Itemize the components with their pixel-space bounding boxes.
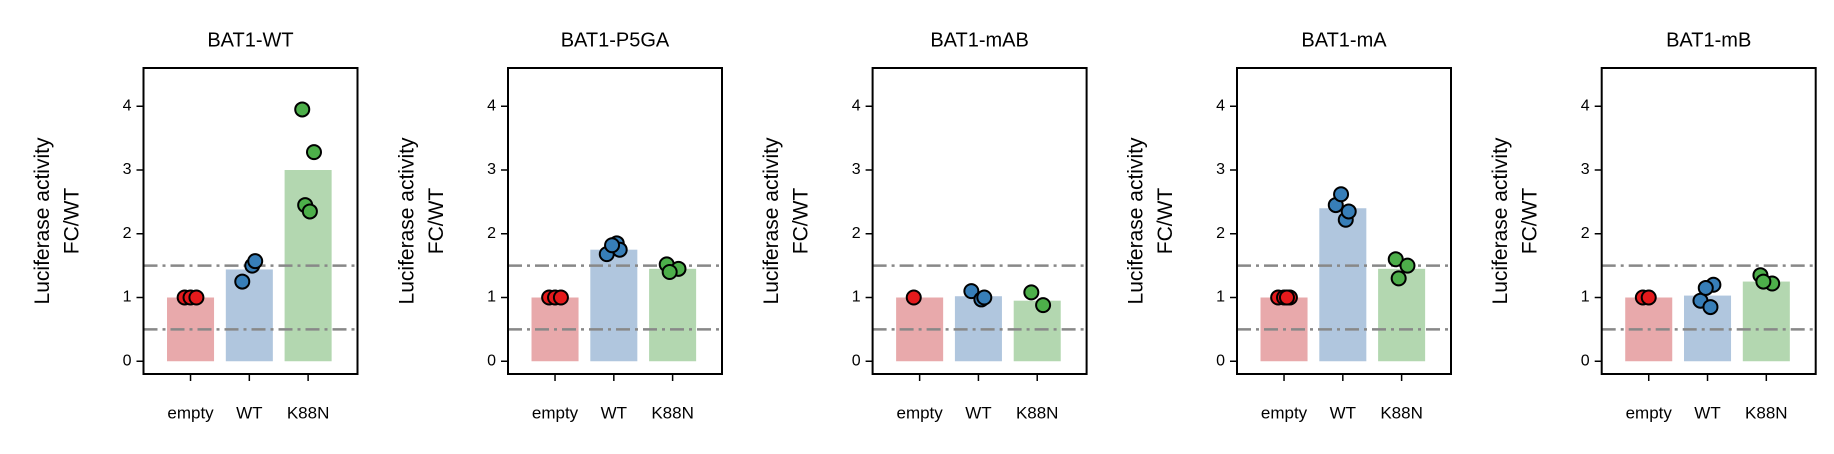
y-tick-label: 4 <box>487 97 496 114</box>
bar <box>1742 281 1790 362</box>
y-tick-label: 1 <box>1216 289 1225 306</box>
y-tick-label: 3 <box>1216 161 1225 178</box>
x-tick-label: empty <box>1626 403 1673 422</box>
x-tick-label: empty <box>1261 403 1308 422</box>
data-point <box>963 283 980 300</box>
y-tick-label: 1 <box>487 289 496 306</box>
y-tick-label: 2 <box>487 225 496 242</box>
y-axis-label: Luciferase activity <box>396 137 419 304</box>
x-tick-label: K88N <box>1745 403 1788 422</box>
data-point <box>1702 299 1719 316</box>
data-point <box>1023 284 1040 301</box>
data-point <box>1390 270 1407 287</box>
y-tick-label: 3 <box>123 161 132 178</box>
data-point <box>1278 289 1295 306</box>
data-point <box>1035 297 1052 314</box>
y-tick-label: 2 <box>1216 225 1225 242</box>
x-tick-label: K88N <box>287 403 330 422</box>
axes-frame <box>142 67 359 375</box>
data-point <box>1333 186 1350 203</box>
y-tick-label: 4 <box>852 97 861 114</box>
axes-frame <box>871 67 1088 375</box>
y-tick-label: 0 <box>123 352 132 369</box>
x-tick-label: empty <box>167 403 214 422</box>
y-tick-label: 1 <box>1581 289 1590 306</box>
panel: BAT1-mA Luciferase activity FC/WT 0 1 2 3 4 empt… <box>1125 29 1452 422</box>
y-tick-label: 4 <box>1216 97 1225 114</box>
panel: BAT1-mB Luciferase activity FC/WT 0 1 2 3 4 empt… <box>1489 29 1817 422</box>
y-axis-label: FC/WT <box>425 188 448 255</box>
data-point <box>301 203 318 220</box>
x-tick-label: empty <box>532 403 579 422</box>
y-axis-label: Luciferase activity <box>1489 137 1512 304</box>
panel-title: BAT1-mAB <box>930 29 1029 51</box>
axes-frame <box>1236 67 1452 375</box>
y-tick-label: 0 <box>487 352 496 369</box>
data-point <box>1340 203 1357 220</box>
x-tick-label: WT <box>1694 403 1720 422</box>
x-tick-label: empty <box>896 403 943 422</box>
x-tick-label: WT <box>1330 403 1356 422</box>
data-point <box>234 273 251 290</box>
x-tick-label: WT <box>236 403 262 422</box>
y-tick-label: 3 <box>1581 161 1590 178</box>
data-point <box>552 289 569 306</box>
panel-title: BAT1-mA <box>1301 29 1387 51</box>
panel-title: BAT1-WT <box>207 29 293 51</box>
x-tick-label: WT <box>965 403 991 422</box>
y-tick-label: 0 <box>852 352 861 369</box>
panel: BAT1-P5GA Luciferase activity FC/WT 0 1 2 3 4 em… <box>396 29 723 422</box>
axes-frame <box>1600 67 1817 375</box>
bar <box>1013 300 1061 362</box>
data-point <box>905 289 922 306</box>
data-point <box>305 144 322 161</box>
data-point <box>1399 257 1416 274</box>
y-tick-label: 0 <box>1216 352 1225 369</box>
data-point <box>661 264 678 280</box>
data-point <box>1697 279 1714 296</box>
x-tick-label: K88N <box>1380 403 1423 422</box>
x-tick-label: K88N <box>651 403 694 422</box>
y-axis-label: Luciferase activity <box>760 137 783 304</box>
data-point <box>294 101 311 118</box>
y-tick-label: 4 <box>123 97 132 114</box>
data-point <box>976 289 993 306</box>
y-tick-label: 2 <box>123 225 132 242</box>
data-point <box>247 253 264 270</box>
data-point <box>1755 273 1772 290</box>
y-axis-label: FC/WT <box>1154 188 1177 255</box>
bar <box>649 268 697 362</box>
y-tick-label: 0 <box>1581 352 1590 369</box>
y-axis-label: FC/WT <box>1519 188 1542 255</box>
panel-title: BAT1-P5GA <box>561 29 670 51</box>
y-tick-label: 2 <box>1581 225 1590 242</box>
bar <box>1319 208 1367 362</box>
data-point <box>604 237 621 254</box>
y-tick-label: 4 <box>1581 97 1590 114</box>
bar <box>590 249 638 362</box>
panel: BAT1-mAB Luciferase activity FC/WT 0 1 2 3 4 emp… <box>760 29 1088 422</box>
x-tick-label: WT <box>601 403 627 422</box>
y-axis-label: Luciferase activity <box>1125 137 1148 304</box>
y-tick-label: 3 <box>487 161 496 178</box>
y-axis-label: Luciferase activity <box>31 137 54 304</box>
y-tick-label: 1 <box>123 289 132 306</box>
y-axis-label: FC/WT <box>61 188 84 255</box>
x-tick-label: K88N <box>1016 403 1059 422</box>
data-point <box>188 289 205 306</box>
y-tick-label: 1 <box>852 289 861 306</box>
axes-frame <box>507 67 723 375</box>
y-tick-label: 3 <box>852 161 861 178</box>
y-tick-label: 2 <box>852 225 861 242</box>
data-point <box>1640 289 1657 306</box>
panel: BAT1-WT Luciferase activity FC/WT 0 1 2 3 4 empt… <box>31 29 359 422</box>
y-axis-label: FC/WT <box>790 188 813 255</box>
panel-title: BAT1-mB <box>1666 29 1751 51</box>
